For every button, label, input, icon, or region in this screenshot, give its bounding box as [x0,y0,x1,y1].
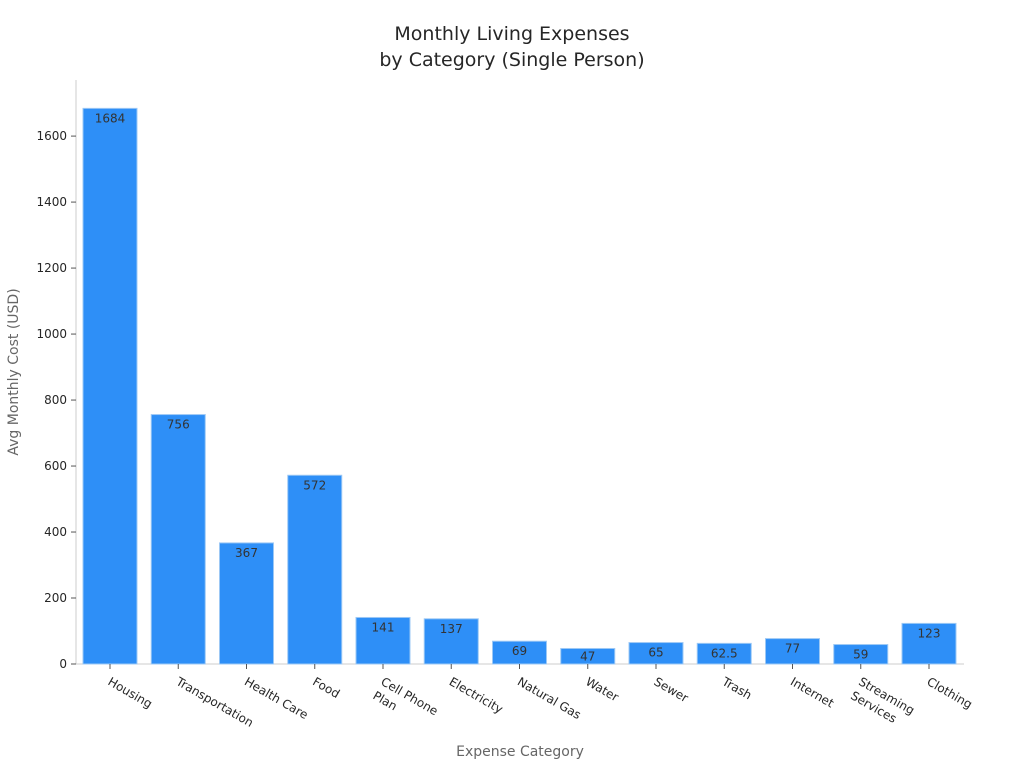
data-label: 77 [785,642,800,656]
y-tick-label: 0 [59,657,67,671]
bar [150,414,206,665]
y-tick-label: 600 [44,459,67,473]
y-tick-label: 1000 [36,327,67,341]
y-tick-label: 1200 [36,261,67,275]
data-label: 367 [235,546,258,560]
y-tick-label: 800 [44,393,67,407]
data-label: 572 [303,478,326,492]
data-label: 123 [918,626,941,640]
y-axis-label: Avg Monthly Cost (USD) [6,288,22,455]
data-label: 137 [440,622,463,636]
data-label: 141 [372,620,395,634]
x-tick-label: Food [310,674,342,701]
x-tick-label: Trash [719,674,754,702]
data-label: 65 [648,646,663,660]
x-tick-label: Natural Gas [515,674,583,722]
x-tick-label: Internet [788,674,837,710]
data-label: 59 [853,648,868,662]
bar [901,622,957,665]
y-tick-label: 1600 [36,129,67,143]
data-label: 1684 [95,111,126,125]
bar [219,542,274,665]
data-label: 47 [580,649,595,663]
x-axis-label: Expense Category [456,744,584,760]
x-tick-label: Sewer [652,674,691,705]
chart-title-line1: Monthly Living Expenses [394,23,629,45]
bar [82,107,138,665]
bar [287,474,343,665]
x-tick-label: Clothing [925,674,975,711]
bar [355,616,411,665]
data-label: 756 [167,418,190,432]
x-tick-label: Electricity [447,674,506,716]
y-tick-label: 200 [44,591,67,605]
data-label: 62.5 [711,646,738,660]
y-tick-label: 1400 [36,195,67,209]
data-label: 69 [512,644,527,658]
y-tick-label: 400 [44,525,67,539]
bar [765,638,820,665]
chart-title-line2: by Category (Single Person) [379,49,644,71]
x-tick-label: Water [583,674,621,704]
x-tick-label: Housing [106,674,155,711]
